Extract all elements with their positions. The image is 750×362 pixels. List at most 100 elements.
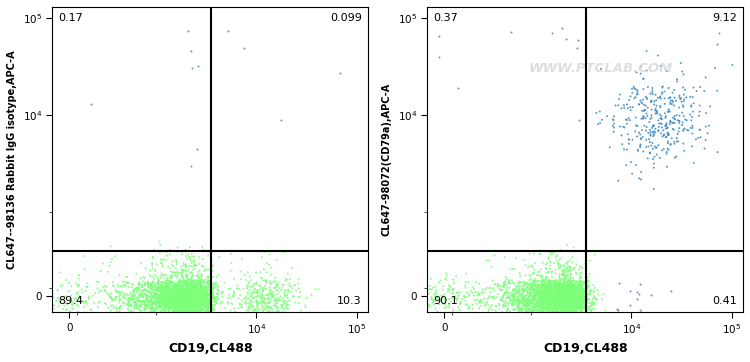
Point bbox=[203, 308, 215, 313]
Point bbox=[483, 312, 495, 317]
Point bbox=[529, 281, 541, 287]
Point bbox=[550, 302, 562, 307]
Point bbox=[574, 288, 586, 294]
Point bbox=[179, 293, 191, 299]
Point bbox=[152, 278, 164, 284]
Point bbox=[171, 320, 183, 326]
Point bbox=[577, 302, 589, 308]
Point bbox=[251, 298, 263, 304]
Point bbox=[565, 276, 577, 282]
Point bbox=[561, 303, 573, 309]
Point bbox=[563, 299, 575, 304]
Point bbox=[546, 299, 558, 305]
Point bbox=[280, 305, 292, 311]
Point bbox=[545, 300, 557, 306]
Point bbox=[549, 294, 561, 299]
Point bbox=[178, 304, 190, 310]
Point bbox=[186, 328, 198, 334]
Point bbox=[195, 280, 207, 286]
Point bbox=[131, 303, 143, 308]
Point bbox=[543, 298, 555, 303]
Point bbox=[128, 311, 140, 316]
Point bbox=[256, 275, 268, 281]
Point bbox=[526, 287, 538, 292]
Point bbox=[727, 62, 739, 68]
Point bbox=[566, 292, 578, 298]
Point bbox=[637, 115, 649, 121]
Point bbox=[562, 308, 574, 314]
Point bbox=[549, 300, 561, 306]
Point bbox=[180, 293, 192, 299]
Point bbox=[184, 284, 196, 290]
Point bbox=[564, 296, 576, 302]
Point bbox=[148, 295, 160, 300]
Point bbox=[552, 303, 564, 309]
Point bbox=[206, 258, 218, 264]
Point bbox=[548, 325, 560, 331]
Point bbox=[123, 303, 135, 309]
Point bbox=[176, 287, 188, 293]
Point bbox=[473, 292, 485, 298]
Point bbox=[166, 301, 178, 307]
Point bbox=[284, 283, 296, 289]
Point bbox=[567, 304, 579, 310]
Point bbox=[508, 296, 520, 302]
Point bbox=[254, 287, 266, 292]
Point bbox=[532, 311, 544, 316]
Point bbox=[257, 287, 269, 293]
Point bbox=[542, 297, 554, 303]
Point bbox=[572, 321, 584, 327]
Point bbox=[556, 293, 568, 299]
Point bbox=[168, 292, 180, 298]
Point bbox=[555, 303, 567, 309]
Point bbox=[570, 336, 582, 342]
Point bbox=[262, 304, 274, 310]
Point bbox=[192, 282, 204, 287]
Point bbox=[543, 303, 555, 309]
Point bbox=[544, 310, 556, 316]
Point bbox=[87, 293, 99, 299]
Point bbox=[509, 299, 520, 305]
Point bbox=[176, 304, 188, 310]
Point bbox=[194, 329, 206, 334]
Point bbox=[432, 316, 444, 322]
Point bbox=[536, 292, 548, 298]
Point bbox=[172, 304, 184, 310]
Point bbox=[172, 280, 184, 286]
Point bbox=[550, 297, 562, 303]
Point bbox=[520, 334, 532, 340]
Point bbox=[579, 304, 591, 310]
Point bbox=[566, 323, 578, 329]
Point bbox=[166, 299, 178, 305]
Point bbox=[172, 309, 184, 315]
Point bbox=[181, 332, 193, 337]
Point bbox=[544, 292, 556, 298]
Point bbox=[205, 284, 217, 290]
Point bbox=[562, 296, 574, 302]
Point bbox=[187, 294, 199, 300]
Point bbox=[141, 295, 153, 300]
Point bbox=[185, 296, 197, 302]
Point bbox=[558, 283, 570, 289]
Point bbox=[661, 123, 673, 129]
Point bbox=[638, 114, 650, 120]
Point bbox=[145, 305, 157, 311]
Point bbox=[542, 305, 554, 311]
Point bbox=[565, 286, 577, 291]
Point bbox=[473, 300, 485, 306]
Point bbox=[560, 308, 572, 314]
Point bbox=[526, 308, 538, 314]
Point bbox=[176, 298, 188, 304]
Point bbox=[529, 333, 541, 338]
Point bbox=[537, 293, 549, 299]
Point bbox=[167, 302, 179, 308]
Point bbox=[158, 315, 170, 321]
Point bbox=[664, 100, 676, 105]
Point bbox=[521, 307, 533, 313]
Point bbox=[168, 288, 180, 294]
Point bbox=[176, 300, 188, 306]
Point bbox=[197, 300, 209, 306]
Point bbox=[553, 295, 565, 301]
Point bbox=[565, 306, 577, 312]
Point bbox=[529, 294, 541, 299]
